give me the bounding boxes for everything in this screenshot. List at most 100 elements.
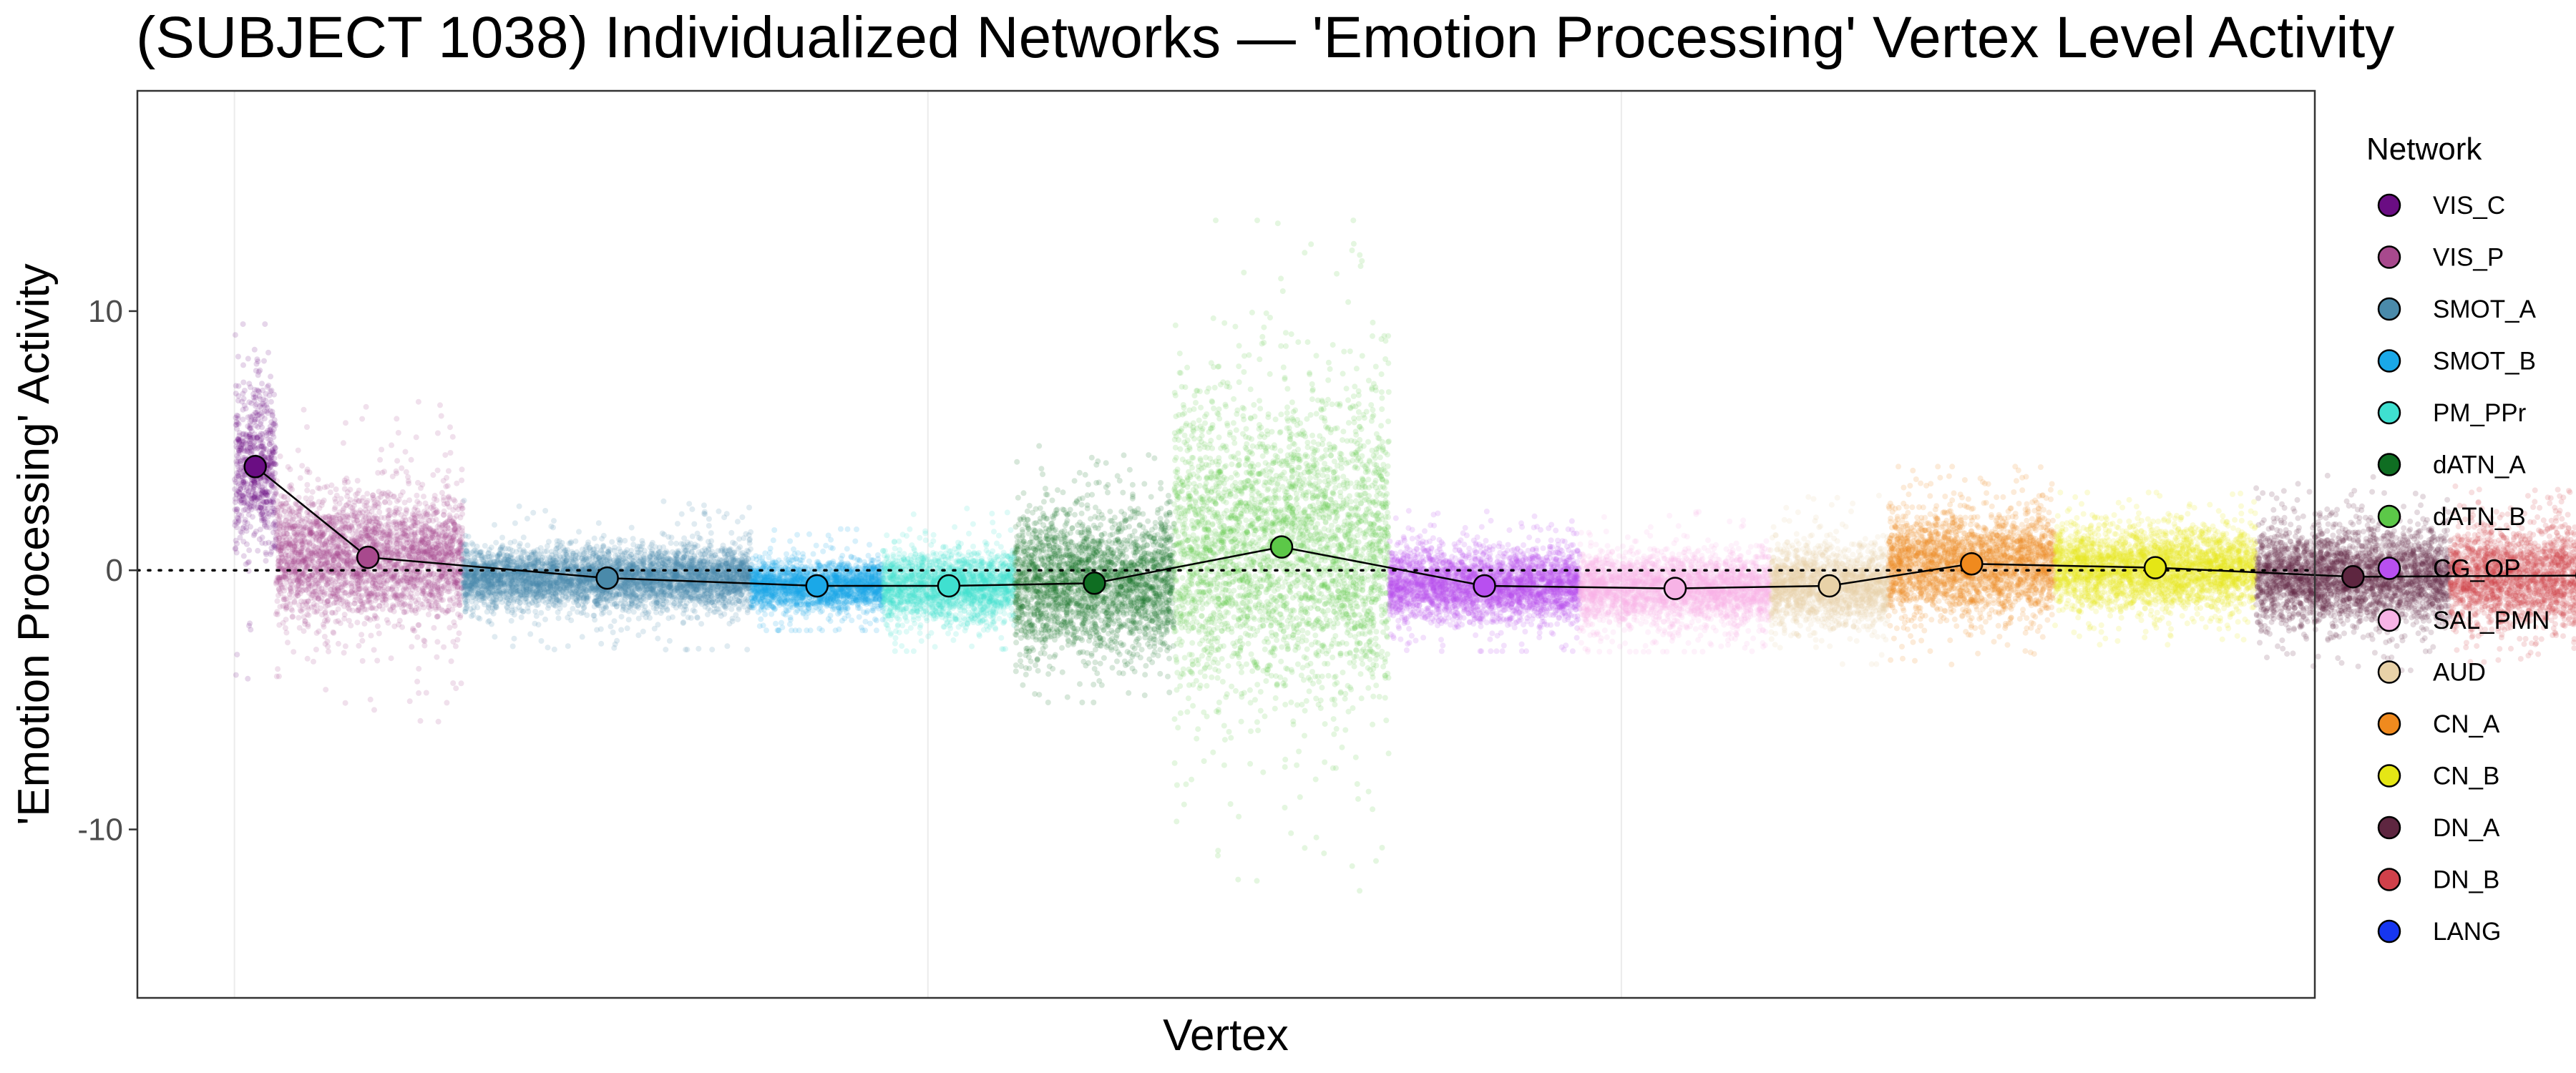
- vertex-point: [283, 518, 288, 524]
- vertex-point: [701, 502, 707, 508]
- vertex-point: [333, 486, 339, 492]
- vertex-point: [448, 450, 454, 456]
- vertex-point: [305, 656, 311, 662]
- vertex-point: [420, 540, 426, 546]
- vertex-point: [455, 506, 461, 512]
- vertex-point: [374, 596, 380, 602]
- vertex-point: [328, 576, 333, 582]
- vertex-point: [436, 719, 441, 725]
- vertex-point: [388, 491, 394, 497]
- vertex-point: [246, 547, 252, 553]
- vertex-point: [334, 493, 340, 499]
- vertex-point: [309, 500, 315, 506]
- vertex-point: [414, 545, 420, 551]
- vertex-point: [240, 362, 246, 368]
- vertex-point: [280, 534, 286, 540]
- vertex-point: [343, 476, 349, 481]
- vertex-point: [250, 391, 256, 397]
- vertex-point: [245, 676, 250, 682]
- vertex-point: [430, 506, 436, 512]
- vertex-point: [285, 561, 291, 567]
- vertex-point: [356, 607, 361, 613]
- vertex-point: [343, 420, 348, 426]
- vertex-point: [363, 580, 369, 586]
- vertex-point: [382, 491, 388, 496]
- vertex-point: [341, 440, 346, 446]
- vertex-point: [609, 539, 615, 545]
- vertex-point: [419, 518, 424, 524]
- vertex-point: [234, 506, 240, 512]
- vertex-point: [316, 585, 322, 591]
- vertex-point: [259, 540, 265, 546]
- vertex-point: [279, 504, 285, 509]
- vertex-point: [233, 391, 239, 396]
- vertex-point: [268, 399, 274, 405]
- vertex-point: [416, 501, 422, 506]
- vertex-point: [428, 535, 434, 541]
- vertex-point: [298, 475, 303, 481]
- vertex-point: [386, 527, 391, 533]
- vertex-point: [325, 644, 331, 650]
- vertex-point: [287, 594, 293, 600]
- vertex-point: [426, 572, 432, 578]
- vertex-point: [254, 356, 260, 362]
- vertex-point: [235, 455, 241, 461]
- vertex-point: [416, 622, 421, 628]
- vertex-point: [316, 559, 321, 564]
- vertex-point: [359, 416, 365, 422]
- vertex-point: [345, 514, 351, 519]
- vertex-point: [340, 549, 346, 554]
- vertex-point: [374, 615, 380, 621]
- vertex-point: [252, 347, 258, 353]
- vertex-point: [451, 521, 457, 526]
- vertex-point: [376, 529, 382, 535]
- vertex-point: [314, 630, 320, 636]
- vertex-point: [449, 571, 455, 577]
- vertex-point: [462, 498, 467, 504]
- vertex-point: [298, 549, 304, 554]
- vertex-point: [400, 489, 406, 495]
- vertex-point: [436, 525, 442, 531]
- vertex-point: [424, 690, 429, 696]
- vertex-point: [291, 649, 296, 655]
- vertex-point: [401, 545, 407, 551]
- vertex-point: [394, 499, 400, 504]
- vertex-point: [386, 515, 391, 521]
- vertex-point: [234, 426, 240, 432]
- vertex-point: [414, 600, 419, 606]
- vertex-point: [419, 482, 425, 488]
- vertex-point: [442, 452, 448, 458]
- vertex-point: [334, 576, 340, 582]
- vertex-point: [273, 611, 279, 617]
- vertex-point: [372, 525, 378, 531]
- vertex-point: [421, 494, 426, 499]
- vertex-point: [457, 602, 462, 608]
- vertex-point: [301, 407, 307, 413]
- vertex-point: [343, 599, 348, 604]
- vertex-point: [441, 512, 447, 518]
- vertex-point: [306, 553, 311, 559]
- vertex-point: [384, 534, 389, 539]
- vertex-point: [316, 476, 321, 482]
- vertex-point: [444, 700, 449, 705]
- vertex-point: [441, 584, 447, 589]
- vertex-point: [343, 582, 348, 588]
- vertex-point: [444, 608, 450, 614]
- vertex-point: [406, 562, 411, 567]
- vertex-point: [247, 620, 253, 626]
- vertex-point: [240, 391, 246, 396]
- vertex-point: [351, 601, 357, 607]
- vertex-point: [366, 529, 371, 535]
- vertex-point: [323, 557, 328, 563]
- vertex-point: [396, 551, 402, 557]
- vertex-point: [324, 582, 330, 587]
- vertex-point: [416, 666, 421, 672]
- vertex-point: [379, 544, 385, 549]
- plot-area: [137, 91, 2576, 998]
- vertex-point: [303, 496, 309, 501]
- vertex-point: [246, 381, 252, 386]
- vertex-point: [253, 403, 258, 409]
- vertex-point: [282, 509, 288, 514]
- vertex-point: [318, 534, 324, 539]
- vertex-point: [307, 540, 313, 546]
